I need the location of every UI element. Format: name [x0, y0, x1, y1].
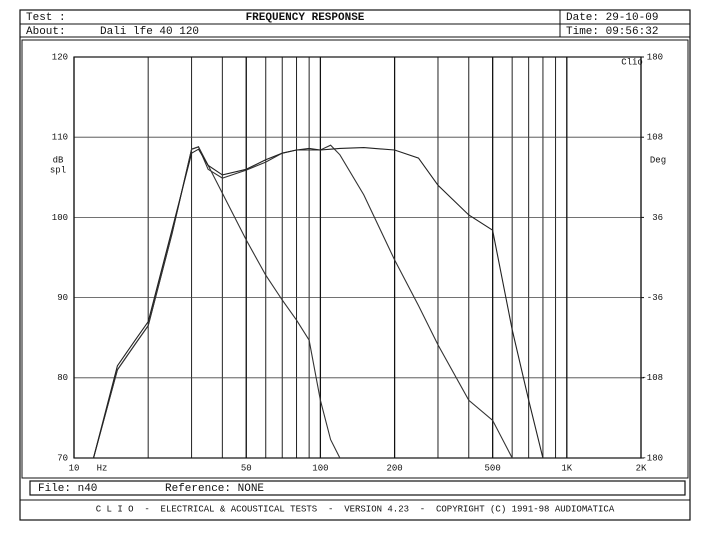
- outer-frame: [19, 9, 691, 521]
- y2-tick-label: -36: [647, 293, 663, 303]
- x-tick-label: 500: [485, 463, 501, 473]
- x-unit: Hz: [97, 463, 108, 473]
- date: Date: 29-10-09: [566, 12, 658, 24]
- y-tick-label: 100: [52, 213, 68, 223]
- about-label: About:: [26, 26, 66, 38]
- y2-tick-label: 108: [647, 133, 663, 143]
- response-curve: [92, 144, 513, 459]
- y2-tick-label: 36: [652, 213, 663, 223]
- y-tick-label: 80: [57, 373, 68, 383]
- file: File: n40: [38, 483, 97, 495]
- y-tick-label: 120: [52, 52, 68, 62]
- plot-box: [21, 39, 689, 479]
- x-tick-label: 50: [241, 463, 252, 473]
- test-label: Test :: [26, 12, 66, 24]
- x-tick-label: 100: [312, 463, 328, 473]
- time: Time: 09:56:32: [566, 26, 658, 38]
- x-tick-label: 10: [69, 463, 80, 473]
- response-curve: [92, 147, 544, 459]
- y-label: spl: [50, 165, 66, 175]
- x-tick-label: 2K: [636, 463, 647, 473]
- x-tick-label: 1K: [561, 463, 572, 473]
- title: FREQUENCY RESPONSE: [246, 12, 365, 24]
- y2-label: Deg: [650, 155, 666, 165]
- y-tick-label: 90: [57, 293, 68, 303]
- response-curve: [92, 146, 341, 459]
- logo: Clio: [621, 57, 643, 67]
- y-tick-label: 70: [57, 453, 68, 463]
- reference: Reference: NONE: [165, 483, 264, 495]
- about: Dali lfe 40 120: [100, 26, 199, 38]
- file-bar: [29, 480, 686, 496]
- plot-frame: [73, 56, 642, 459]
- y-tick-label: 110: [52, 133, 68, 143]
- y2-tick-label: 180: [647, 52, 663, 62]
- banner: C L I O - ELECTRICAL & ACOUSTICAL TESTS …: [96, 504, 615, 514]
- y2-tick-label: -108: [641, 373, 663, 383]
- y-label: dB: [53, 155, 64, 165]
- y2-tick-label: -180: [641, 453, 663, 463]
- x-tick-label: 200: [386, 463, 402, 473]
